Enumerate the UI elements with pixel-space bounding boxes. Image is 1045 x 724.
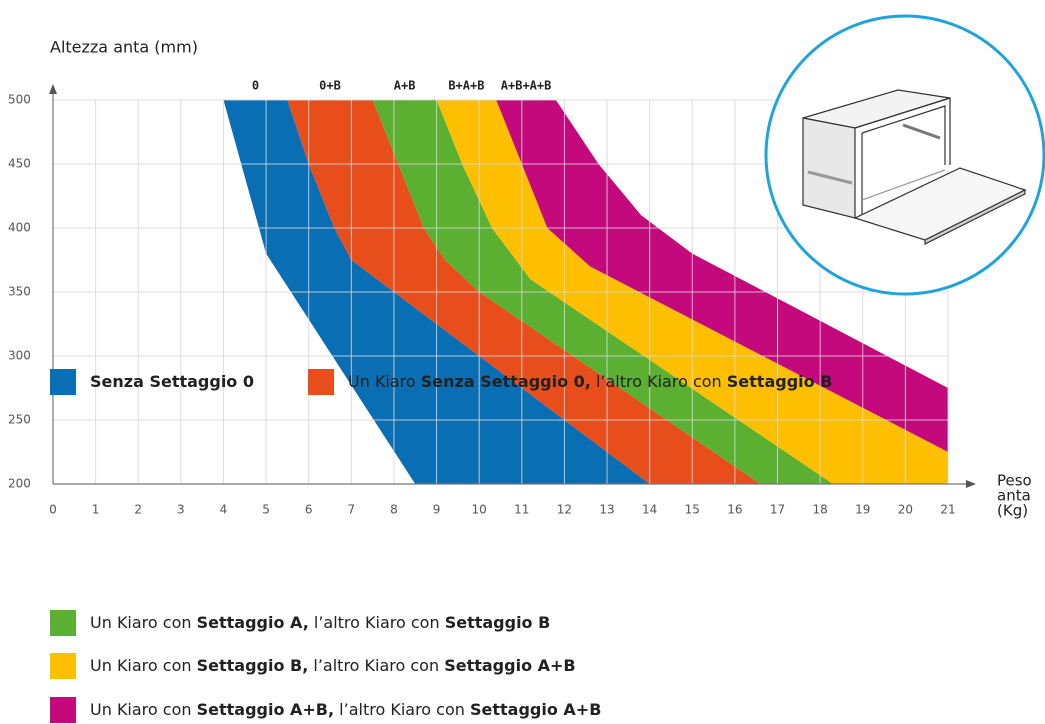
y-tick-label: 250 xyxy=(8,413,31,427)
legend-run: Un Kiaro con xyxy=(90,613,197,632)
legend-run: l’altro Kiaro con xyxy=(308,656,444,675)
x-tick-label: 1 xyxy=(92,503,100,517)
legend-swatch xyxy=(50,697,76,723)
illustration xyxy=(764,14,1045,296)
legend-swatch xyxy=(50,610,76,636)
x-tick-label: 0 xyxy=(49,503,57,517)
legend-run: Settaggio B, xyxy=(197,656,309,675)
legend-run: l’altro Kiaro con xyxy=(591,372,727,391)
x-tick-label: 6 xyxy=(305,503,313,517)
x-tick-label: 5 xyxy=(262,503,270,517)
x-tick-label: 15 xyxy=(685,503,700,517)
band-label: B+A+B xyxy=(448,79,484,93)
legend-label: Un Kiaro con Settaggio A+B, l’altro Kiar… xyxy=(90,700,601,719)
x-tick-label: 4 xyxy=(220,503,228,517)
x-tick-label: 16 xyxy=(727,503,742,517)
x-axis-title-line: anta xyxy=(997,487,1031,505)
legend-run: l’altro Kiaro con xyxy=(309,613,445,632)
x-tick-label: 18 xyxy=(813,503,828,517)
y-tick-label: 350 xyxy=(8,285,31,299)
legend: Senza Settaggio 0 Un Kiaro Senza Settaggi… xyxy=(50,369,832,723)
band xyxy=(372,100,833,484)
legend-label: Senza Settaggio 0 xyxy=(90,372,254,391)
band xyxy=(496,100,948,452)
legend-run: Settaggio A+B xyxy=(444,656,575,675)
y-tick-label: 400 xyxy=(8,221,31,235)
x-arrow xyxy=(966,480,976,488)
x-axis-title-line: (Kg) xyxy=(997,502,1028,520)
x-axis-title-line: Peso xyxy=(997,472,1032,490)
x-tick-label: 3 xyxy=(177,503,185,517)
legend-swatch xyxy=(50,653,76,679)
legend-label: Un Kiaro Senza Settaggio 0, l’altro Kiar… xyxy=(348,372,832,391)
x-axis-title: Peso anta (Kg) xyxy=(997,472,1032,520)
x-tick-label: 2 xyxy=(134,503,142,517)
band-label: A+B+A+B xyxy=(501,79,552,93)
legend-swatch xyxy=(308,369,334,395)
y-tick-label: 500 xyxy=(8,93,31,107)
x-tick-label: 12 xyxy=(557,503,572,517)
band-label: 0+B xyxy=(319,79,341,93)
x-tick-label: 17 xyxy=(770,503,785,517)
x-tick-label: 14 xyxy=(642,503,657,517)
band xyxy=(287,100,761,484)
legend-label: Un Kiaro con Settaggio B, l’altro Kiaro … xyxy=(90,656,576,675)
cabinet-drawing xyxy=(802,89,1027,245)
x-tick-label: 13 xyxy=(599,503,614,517)
legend-run: Senza Settaggio 0 xyxy=(90,372,254,391)
x-tick-label: 10 xyxy=(472,503,487,517)
y-tick-label: 450 xyxy=(8,157,31,171)
y-axis-title: Altezza anta (mm) xyxy=(50,38,198,57)
legend-run: Un Kiaro con xyxy=(90,700,197,719)
legend-run: Un Kiaro con xyxy=(90,656,197,675)
x-tick-label: 9 xyxy=(433,503,441,517)
y-tick-label: 300 xyxy=(8,349,31,363)
legend-run: Un Kiaro xyxy=(348,372,421,391)
legend-label: Un Kiaro con Settaggio A, l’altro Kiaro … xyxy=(90,613,550,632)
legend-run: l’altro Kiaro con xyxy=(334,700,470,719)
illustration-circle xyxy=(764,14,1045,296)
x-tick-label: 20 xyxy=(898,503,913,517)
axes xyxy=(49,84,976,488)
legend-run: Senza Settaggio 0, xyxy=(421,372,591,391)
legend-run: Settaggio A+B xyxy=(470,700,601,719)
x-tick-label: 8 xyxy=(390,503,398,517)
band-label: 0 xyxy=(252,79,259,93)
legend-run: Settaggio A, xyxy=(197,613,309,632)
legend-run: Settaggio B xyxy=(445,613,551,632)
x-tick-label: 11 xyxy=(514,503,529,517)
x-tick-label: 7 xyxy=(348,503,356,517)
band-label: A+B xyxy=(394,79,416,93)
legend-swatch xyxy=(50,369,76,395)
legend-run: Settaggio A+B, xyxy=(197,700,334,719)
x-tick-label: 19 xyxy=(855,503,870,517)
y-arrow xyxy=(49,84,57,94)
legend-run: Settaggio B xyxy=(727,372,833,391)
y-tick-label: 200 xyxy=(8,477,31,491)
x-tick-label: 21 xyxy=(940,503,955,517)
tick-labels: 0 0+B A+B B+A+B A+B+A+B0 1 2 3 4 5 6 7 8 9 10 11 12 13 14 1… xyxy=(8,79,956,517)
